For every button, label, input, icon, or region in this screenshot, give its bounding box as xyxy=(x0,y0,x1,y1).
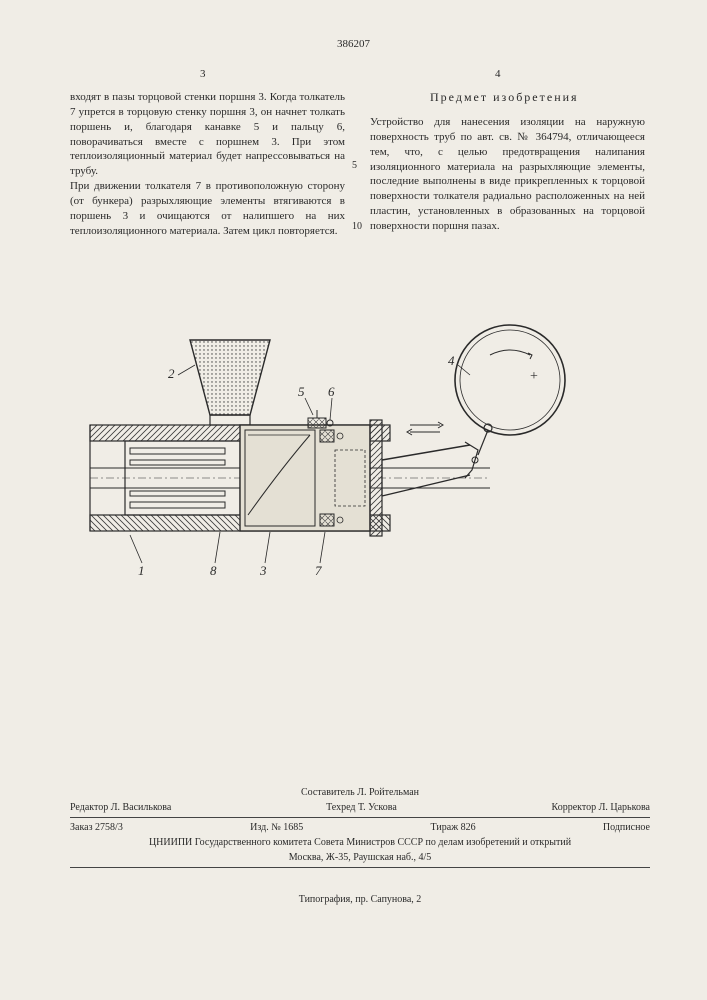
left-text: входят в пазы торцовой стенки поршня 3. … xyxy=(70,90,345,238)
patent-number: 386207 xyxy=(337,38,370,50)
footer-credits-row: Редактор Л. Василькова Техред Т. Ускова … xyxy=(70,800,650,815)
line-number-5: 5 xyxy=(352,160,357,171)
right-text: Устройство для нанесения изоляции на нар… xyxy=(370,115,645,234)
footer-signed: Подписное xyxy=(603,820,650,835)
right-column-text: Устройство для нанесения изоляции на нар… xyxy=(370,115,645,234)
claims-heading: Предмет изобретения xyxy=(430,90,579,105)
figure-label-3: 3 xyxy=(259,563,267,578)
figure-label-4: 4 xyxy=(448,353,455,368)
footer-address: Москва, Ж-35, Раушская наб., 4/5 xyxy=(70,850,650,865)
footer-tech: Техред Т. Ускова xyxy=(326,800,397,815)
figure-label-7: 7 xyxy=(315,563,322,578)
footer-editor: Редактор Л. Василькова xyxy=(70,800,171,815)
footer-izd: Изд. № 1685 xyxy=(250,820,303,835)
figure-svg: + 1 2 3 4 5 6 7 8 xyxy=(70,320,640,590)
footer-compiler: Составитель Л. Ройтельман xyxy=(70,785,650,800)
footer-order: Заказ 2758/3 xyxy=(70,820,123,835)
column-number-left: 3 xyxy=(200,68,206,80)
footer-org: ЦНИИПИ Государственного комитета Совета … xyxy=(70,835,650,850)
figure-label-6: 6 xyxy=(328,384,335,399)
figure-label-1: 1 xyxy=(138,563,145,578)
technical-figure: + 1 2 3 4 5 6 7 8 xyxy=(70,320,640,590)
footer-print-row: Заказ 2758/3 Изд. № 1685 Тираж 826 Подпи… xyxy=(70,820,650,835)
footer-divider-2 xyxy=(70,867,650,868)
footer-divider-1 xyxy=(70,817,650,818)
svg-text:+: + xyxy=(530,369,538,384)
column-number-right: 4 xyxy=(495,68,501,80)
left-column-text: входят в пазы торцовой стенки поршня 3. … xyxy=(70,90,345,238)
footer-block: Составитель Л. Ройтельман Редактор Л. Ва… xyxy=(70,785,650,870)
figure-label-8: 8 xyxy=(210,563,217,578)
footer-corrector: Корректор Л. Царькова xyxy=(552,800,650,815)
footer-typography: Типография, пр. Сапунова, 2 xyxy=(70,894,650,905)
figure-label-5: 5 xyxy=(298,384,305,399)
footer-tirazh: Тираж 826 xyxy=(431,820,476,835)
line-number-10: 10 xyxy=(352,221,362,232)
figure-label-2: 2 xyxy=(168,366,175,381)
